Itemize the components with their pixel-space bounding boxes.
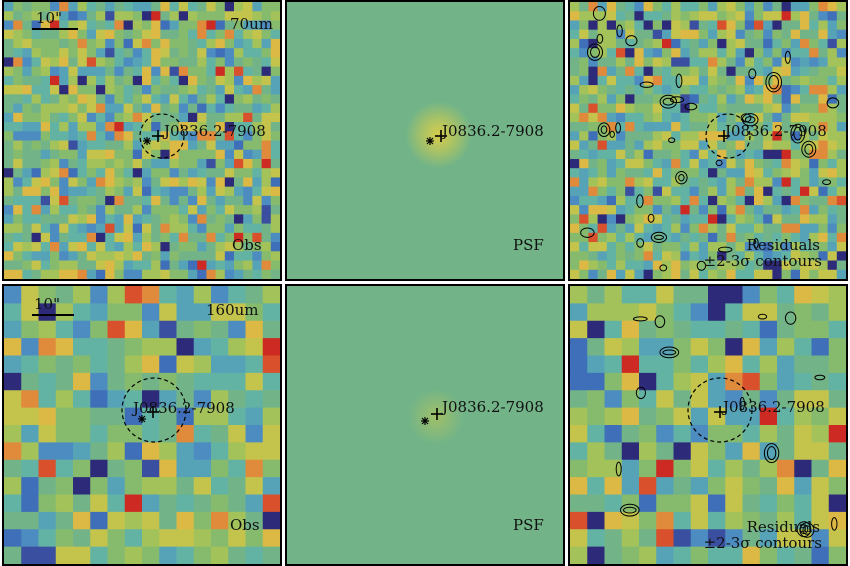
- scale-label-160um: 10": [34, 295, 60, 313]
- source-overlay-psf-160um: [421, 408, 443, 425]
- source-name-psf-160um: J0836.2-7908: [442, 398, 544, 416]
- source-overlay-psf-70um: [426, 130, 447, 145]
- source-overlay-res-70um: [705, 113, 751, 159]
- psf-label-160um: PSF: [513, 516, 544, 534]
- residual-pixel-map-160um: [570, 286, 846, 564]
- obs-panel-160um: 10" 160um Obs J0836.2-7908: [2, 284, 282, 566]
- residual-label-line2-160um: ±2-3σ contours: [703, 534, 822, 552]
- source-name-obs-70um: J0836.2-7908: [164, 122, 266, 140]
- psf-label-70um: PSF: [513, 236, 544, 254]
- residual-contours-70um: [580, 5, 840, 272]
- residual-label-line2-70um: ±2-3σ contours: [703, 252, 822, 270]
- obs-pixel-map-70um: [4, 2, 280, 279]
- obs-label-160um: Obs: [230, 516, 260, 534]
- psf-panel-70um: J0836.2-7908 PSF: [285, 0, 565, 281]
- psf-map-70um: [287, 2, 563, 279]
- source-overlay-obs-70um: [139, 113, 185, 159]
- aperture-circle: [139, 113, 185, 159]
- residual-contours-160um: [615, 311, 838, 538]
- residual-pixel-map-70um: [570, 2, 846, 279]
- scale-label-70um: 10": [36, 9, 62, 27]
- psf-panel-160um: J0836.2-7908 PSF: [285, 284, 565, 566]
- source-asterisk-marker: [143, 137, 151, 145]
- scale-bar-70um: [32, 28, 78, 30]
- band-label-70um: 70um: [230, 15, 273, 33]
- source-name-res-160um: J0836.2-7908: [723, 398, 825, 416]
- source-name-obs-160um: J0836.2-7908: [133, 399, 235, 417]
- source-overlay-obs-160um: [121, 377, 187, 443]
- band-label-160um: 160um: [206, 301, 259, 319]
- source-name-res-70um: J0836.2-7908: [725, 122, 827, 140]
- source-name-psf-70um: J0836.2-7908: [442, 122, 544, 140]
- obs-label-70um: Obs: [232, 236, 262, 254]
- source-plus-marker: [152, 130, 164, 142]
- residual-panel-70um: J0836.2-7908 Residuals ±2-3σ contours: [568, 0, 848, 281]
- source-overlay-res-160um: [687, 377, 753, 443]
- obs-panel-70um: 10" 70um Obs J0836.2-7908: [2, 0, 282, 281]
- residual-label-line1-70um: Residuals: [746, 236, 820, 254]
- residual-label-line1-160um: Residuals: [746, 518, 820, 536]
- scale-bar-160um: [32, 314, 74, 316]
- obs-pixel-map-160um: [4, 286, 280, 564]
- residual-panel-160um: J0836.2-7908 Residuals ±2-3σ contours: [568, 284, 848, 566]
